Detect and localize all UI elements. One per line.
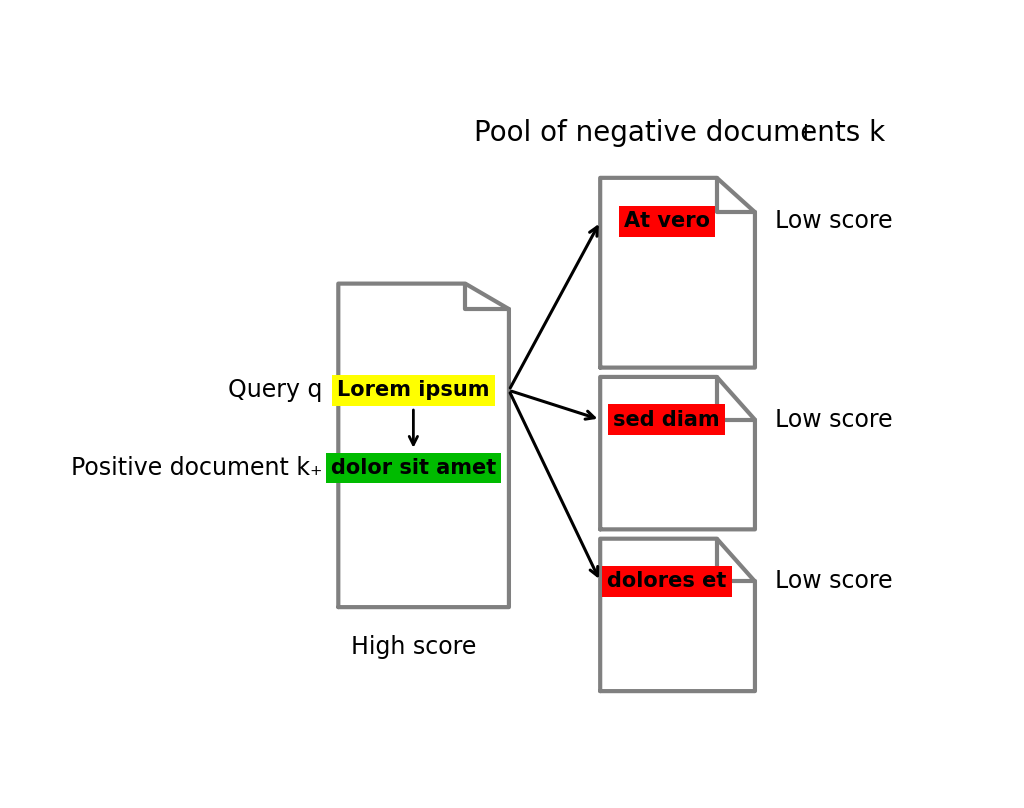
Polygon shape	[600, 178, 755, 368]
Polygon shape	[600, 539, 755, 691]
Text: Pool of negative documents k: Pool of negative documents k	[474, 119, 885, 147]
Text: Lorem ipsum: Lorem ipsum	[337, 381, 489, 401]
Text: i: i	[803, 124, 808, 144]
Polygon shape	[338, 284, 509, 607]
Text: Low score: Low score	[775, 209, 892, 234]
Polygon shape	[600, 377, 755, 529]
Text: High score: High score	[350, 635, 476, 659]
Text: Query q: Query q	[228, 378, 323, 402]
Text: sed diam: sed diam	[613, 410, 720, 430]
Text: Low score: Low score	[775, 570, 892, 593]
Text: Positive document k₊: Positive document k₊	[71, 456, 323, 480]
Text: Low score: Low score	[775, 407, 892, 431]
Text: At vero: At vero	[624, 212, 710, 231]
Text: dolores et: dolores et	[607, 571, 726, 591]
Text: dolor sit amet: dolor sit amet	[331, 458, 496, 478]
